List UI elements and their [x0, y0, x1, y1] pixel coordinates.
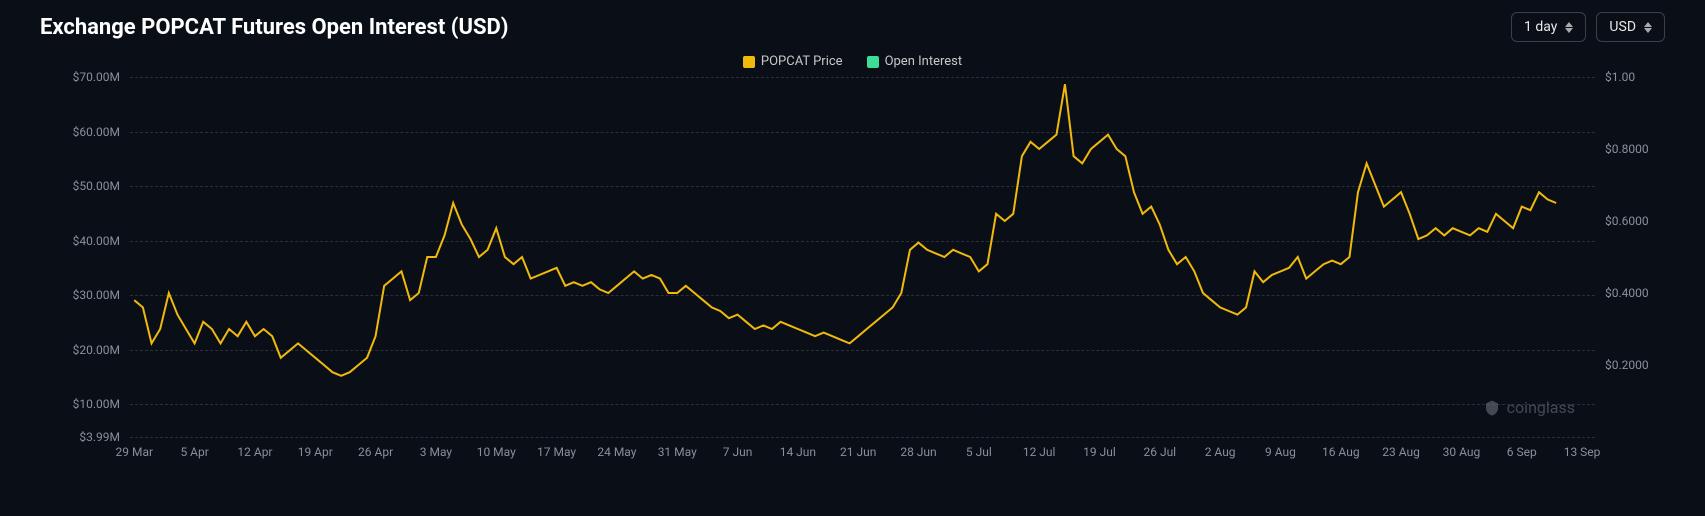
y-left-tick: $20.00M	[73, 344, 120, 356]
x-tick: 9 Aug	[1265, 445, 1296, 459]
logo-icon	[1483, 399, 1501, 417]
x-tick: 19 Apr	[298, 445, 333, 459]
x-tick: 5 Jul	[966, 445, 992, 459]
legend-item-oi[interactable]: Open Interest	[867, 54, 963, 69]
legend-swatch-price	[743, 56, 755, 68]
chevron-updown-icon	[1565, 22, 1573, 33]
x-tick: 16 Aug	[1322, 445, 1360, 459]
x-tick: 2 Aug	[1205, 445, 1236, 459]
x-tick: 24 May	[597, 445, 636, 459]
x-tick: 10 May	[477, 445, 516, 459]
y-left-tick: $10.00M	[73, 398, 120, 410]
y-left-tick: $70.00M	[73, 71, 120, 83]
price-line	[130, 77, 1595, 437]
x-tick: 31 May	[658, 445, 697, 459]
y-axis-right: $1.00$0.8000$0.6000$0.4000$0.2000	[1605, 77, 1665, 437]
y-left-tick: $40.00M	[73, 235, 120, 247]
watermark-text: coinglass	[1507, 398, 1575, 417]
x-tick: 13 Sep	[1564, 445, 1601, 459]
y-left-tick: $50.00M	[73, 180, 120, 192]
y-left-tick: $30.00M	[73, 289, 120, 301]
x-tick: 6 Sep	[1507, 445, 1537, 459]
y-right-tick: $0.2000	[1605, 359, 1649, 371]
x-tick: 29 Mar	[116, 445, 154, 459]
x-tick: 23 Aug	[1382, 445, 1420, 459]
currency-dropdown[interactable]: USD	[1596, 12, 1665, 42]
chevron-updown-icon	[1644, 22, 1652, 33]
y-right-tick: $0.8000	[1605, 143, 1649, 155]
x-tick: 17 May	[537, 445, 576, 459]
x-tick: 5 Apr	[180, 445, 208, 459]
legend-label-price: POPCAT Price	[761, 54, 843, 69]
x-tick: 26 Jul	[1143, 445, 1176, 459]
y-right-tick: $1.00	[1605, 71, 1635, 83]
legend: POPCAT Price Open Interest	[0, 50, 1705, 77]
controls: 1 day USD	[1511, 12, 1665, 42]
currency-label: USD	[1609, 19, 1636, 35]
y-right-tick: $0.4000	[1605, 287, 1649, 299]
watermark: coinglass	[1483, 398, 1575, 417]
legend-item-price[interactable]: POPCAT Price	[743, 54, 843, 69]
x-tick: 14 Jun	[780, 445, 816, 459]
x-tick: 28 Jun	[900, 445, 936, 459]
y-axis-left: $70.00M$60.00M$50.00M$40.00M$30.00M$20.0…	[40, 77, 120, 437]
page-title: Exchange POPCAT Futures Open Interest (U…	[40, 15, 509, 40]
chart: $70.00M$60.00M$50.00M$40.00M$30.00M$20.0…	[40, 77, 1665, 487]
timeframe-label: 1 day	[1524, 19, 1557, 35]
x-tick: 26 Apr	[358, 445, 393, 459]
plot-area	[130, 77, 1595, 437]
x-tick: 3 May	[420, 445, 452, 459]
x-tick: 21 Jun	[840, 445, 876, 459]
x-tick: 7 Jun	[723, 445, 753, 459]
timeframe-dropdown[interactable]: 1 day	[1511, 12, 1586, 42]
y-left-tick: $60.00M	[73, 126, 120, 138]
x-tick: 12 Jul	[1023, 445, 1056, 459]
x-tick: 30 Aug	[1443, 445, 1481, 459]
legend-swatch-oi	[867, 56, 879, 68]
y-right-tick: $0.6000	[1605, 215, 1649, 227]
legend-label-oi: Open Interest	[885, 54, 963, 69]
y-left-tick: $3.99M	[79, 431, 120, 443]
x-tick: 19 Jul	[1083, 445, 1116, 459]
x-tick: 12 Apr	[237, 445, 272, 459]
